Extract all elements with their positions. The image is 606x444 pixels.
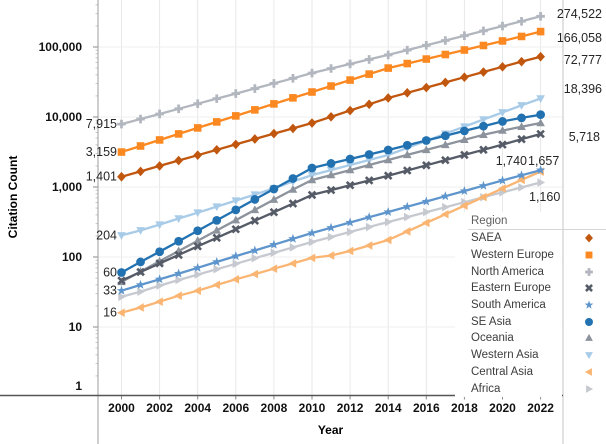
legend-item-eastern-europe[interactable]: Eastern Europe [455,280,606,297]
legend-background [455,212,562,397]
legend-item-label: Africa [471,382,501,395]
triangle-up-icon [583,332,595,344]
series-start-label: 7,915 [86,117,117,131]
circle-icon [583,316,595,328]
star-icon [583,299,595,311]
x-icon [583,282,595,294]
legend-item-label: Western Asia [471,349,539,362]
x-tick-label: 2008 [261,401,288,415]
x-tick-label: 2000 [108,401,135,415]
legend-item-label: SE Asia [471,315,512,328]
plus-icon [583,266,595,278]
series-start-label: 60 [103,266,117,280]
series-end-label: 18,396 [564,82,602,96]
legend-item-label: Oceania [471,332,514,345]
series-africa [118,178,546,302]
legend-item-label: Central Asia [471,365,534,378]
series-lines [116,11,546,318]
series-end-label: 72,777 [564,53,602,67]
series-saea [117,51,545,182]
series-western-europe [117,27,545,156]
tick-labels: 100,000 10,000 1,000 100 10 1 2000 2002 2004 2006… [39,40,555,415]
legend-item-label: Eastern Europe [471,282,551,295]
legend-title: Region [471,215,508,227]
legend-item-north-america[interactable]: North America [455,263,606,280]
series-eastern-europe [117,129,545,285]
legend-item-central-asia[interactable]: Central Asia [455,364,606,381]
series-start-label: 3,159 [86,145,117,159]
legend-item-africa[interactable]: Africa [455,380,606,397]
legend-item-saea[interactable]: SAEA [455,230,606,247]
x-axis-title: Year [317,423,344,437]
y-tick-label: 10,000 [45,110,82,124]
x-tick-label: 2018 [451,401,478,415]
legend-item-oceania[interactable]: Oceania [455,330,606,347]
y-tick-label: 1,000 [52,180,82,194]
legend-item-label: Western Europe [471,249,554,262]
series-se-asia [117,110,545,277]
legend-item-label: SAEA [471,232,502,245]
y-tick-label: 100,000 [39,40,83,54]
x-tick-label: 2004 [184,401,211,415]
legend-item-se-asia[interactable]: SE Asia [455,313,606,330]
region-legend: Region SAEA Western Europe North America Ea… [455,212,606,400]
x-tick-label: 2022 [527,401,554,415]
series-south-america [116,165,546,295]
series-end-label: 1,657 [528,154,559,168]
x-tick-label: 2010 [299,401,326,415]
series-start-label: 204 [96,228,117,242]
triangle-right-icon [583,383,595,395]
value-labels: 1,401 72,777 3,159 166,058 7,915 274,522 5,718… [86,7,602,320]
series-central-asia [116,167,544,318]
x-tick-label: 2020 [489,401,516,415]
series-end-label: 5,718 [569,130,600,144]
legend-items: SAEA Western Europe North America Eastern E… [455,230,606,397]
x-tick-label: 2012 [337,401,364,415]
y-tick-label: 10 [69,320,83,334]
series-end-label: 274,522 [557,7,602,21]
legend-item-western-europe[interactable]: Western Europe [455,247,606,264]
legend-item-western-asia[interactable]: Western Asia [455,347,606,364]
y-tick-label: 1 [75,379,82,393]
triangle-down-icon [583,349,595,361]
square-icon [583,249,595,261]
legend-item-label: North America [471,265,544,278]
x-tick-label: 2002 [146,401,173,415]
y-axis-title: Citation Count [6,155,20,239]
legend-divider [468,229,606,230]
x-tick-label: 2016 [413,401,440,415]
series-end-label: 1,740 [496,154,527,168]
series-end-label: 166,058 [557,31,602,45]
series-north-america [117,11,545,129]
series-end-label: 1,160 [529,190,560,204]
diamond-icon [583,232,595,244]
legend-item-label: South America [471,299,546,312]
series-start-label: 1,401 [86,170,117,184]
y-tick-label: 100 [62,250,82,264]
x-tick-label: 2014 [375,401,402,415]
legend-item-south-america[interactable]: South America [455,297,606,314]
series-start-label: 16 [103,306,117,320]
x-tick-label: 2006 [222,401,249,415]
series-start-label: 33 [103,284,117,298]
triangle-left-icon [583,366,595,378]
series-oceania [117,118,545,286]
